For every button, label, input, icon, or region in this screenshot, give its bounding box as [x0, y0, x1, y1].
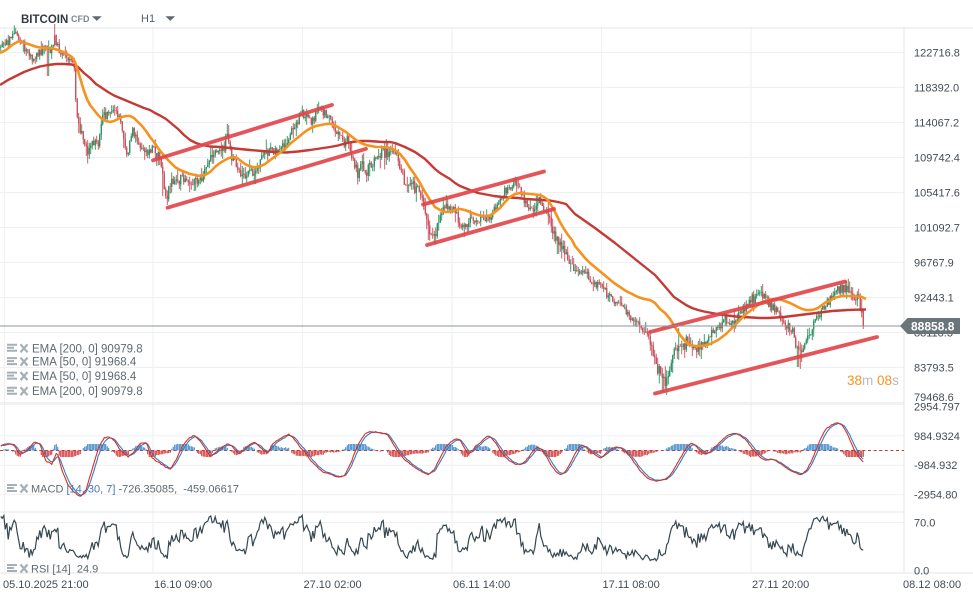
svg-text:114067.2: 114067.2 — [914, 118, 959, 130]
svg-text:EMA [200, 0] 90979.8: EMA [200, 0] 90979.8 — [32, 386, 143, 398]
svg-text:CFD: CFD — [71, 14, 90, 24]
svg-text:16.10 09:00: 16.10 09:00 — [154, 579, 212, 591]
svg-text:MACD [14, 30, 7] -726.35085,: MACD [14, 30, 7] -726.35085, -459.06617 — [31, 484, 239, 496]
svg-text:88858.8: 88858.8 — [911, 320, 955, 334]
svg-text:08.12 08:00: 08.12 08:00 — [903, 579, 961, 591]
svg-text:109742.4: 109742.4 — [914, 153, 960, 165]
svg-text:122716.8: 122716.8 — [914, 48, 960, 60]
svg-text:27.11 20:00: 27.11 20:00 — [752, 579, 809, 591]
svg-text:96767.9: 96767.9 — [914, 258, 954, 270]
svg-text:92443.1: 92443.1 — [914, 293, 954, 305]
svg-text:83793.5: 83793.5 — [914, 363, 954, 375]
svg-text:EMA [50, 0] 91968.4: EMA [50, 0] 91968.4 — [32, 371, 137, 383]
svg-text:79468.6: 79468.6 — [914, 392, 954, 404]
svg-text:2954.797: 2954.797 — [914, 401, 960, 413]
svg-text:101092.7: 101092.7 — [914, 223, 960, 235]
svg-text:-984.932: -984.932 — [914, 460, 957, 472]
svg-text:H1: H1 — [141, 13, 155, 25]
svg-text:05.10.2025 21:00: 05.10.2025 21:00 — [3, 579, 89, 591]
svg-text:17.11 08:00: 17.11 08:00 — [603, 579, 660, 591]
svg-text:0.0: 0.0 — [914, 566, 929, 578]
svg-text:EMA [50, 0] 91968.4: EMA [50, 0] 91968.4 — [32, 357, 137, 369]
svg-text:984.9324: 984.9324 — [914, 431, 960, 443]
svg-text:BITCOIN: BITCOIN — [21, 14, 68, 26]
svg-text:70.0: 70.0 — [914, 518, 935, 530]
svg-text:RSI [14] 24.9: RSI [14] 24.9 — [31, 564, 98, 576]
svg-text:-2954.80: -2954.80 — [914, 490, 957, 502]
svg-text:EMA [200, 0] 90979.8: EMA [200, 0] 90979.8 — [32, 343, 143, 355]
svg-text:105417.6: 105417.6 — [914, 188, 960, 200]
svg-text:06.11 14:00: 06.11 14:00 — [453, 579, 510, 591]
svg-text:118392.0: 118392.0 — [914, 83, 959, 95]
svg-text:27.10 02:00: 27.10 02:00 — [304, 579, 362, 591]
svg-text:38m 08s: 38m 08s — [847, 373, 899, 388]
